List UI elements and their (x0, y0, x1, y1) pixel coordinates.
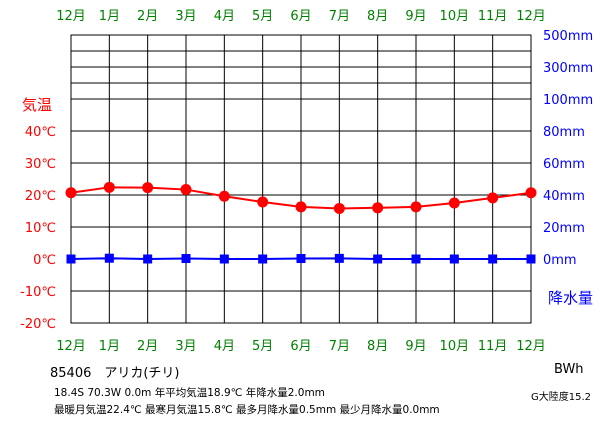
precipitation-point (411, 254, 421, 264)
temperature-tick-label: -20℃ (20, 317, 56, 332)
month-label-bottom: 11月 (478, 339, 508, 354)
precipitation-tick-label: 0mm (543, 253, 577, 268)
temperature-axis: 気温 40℃ 30℃ 20℃ 10℃ 0℃ -10℃ -20℃ (20, 96, 56, 332)
month-label-bottom: 5月 (252, 339, 273, 354)
month-label-bottom: 12月 (56, 339, 86, 354)
station-summary-line2: 最暖月気温22.4℃ 最寒月気温15.8℃ 最多月降水量0.5mm 最少月降水量… (54, 404, 440, 416)
month-label-top: 8月 (367, 9, 388, 24)
month-label-bottom: 3月 (175, 339, 196, 354)
precipitation-tick-label: 500mm (543, 29, 593, 44)
month-label-top: 6月 (290, 9, 311, 24)
precipitation-point (143, 254, 153, 264)
temperature-tick-label: 10℃ (25, 221, 56, 236)
precipitation-point (334, 253, 344, 263)
temperature-point (525, 187, 537, 199)
precipitation-axis: 500mm 300mm 100mm 80mm 60mm 40mm 20mm 0mm 降水量 (543, 29, 593, 307)
precipitation-point (258, 254, 268, 264)
temperature-tick-label: 40℃ (25, 125, 56, 140)
month-label-bottom: 1月 (99, 339, 120, 354)
temperature-axis-title: 気温 (22, 96, 52, 114)
temperature-point (103, 181, 115, 193)
precipitation-axis-title: 降水量 (548, 289, 593, 307)
month-label-top: 5月 (252, 9, 273, 24)
precipitation-point (526, 254, 536, 264)
month-label-bottom: 8月 (367, 339, 388, 354)
precipitation-tick-label: 60mm (543, 157, 585, 172)
month-label-bottom: 2月 (137, 339, 158, 354)
station-name: 85406 アリカ(チリ) (50, 366, 180, 381)
precipitation-series (66, 253, 536, 264)
month-label-top: 2月 (137, 9, 158, 24)
month-label-top: 7月 (329, 9, 350, 24)
precipitation-point (488, 254, 498, 264)
month-label-bottom: 9月 (405, 339, 426, 354)
temperature-point (410, 201, 422, 213)
precipitation-point (296, 254, 306, 264)
month-labels-top: 12月 1月 2月 3月 4月 5月 6月 7月 8月 9月 10月 11月 12月 (56, 9, 546, 24)
precipitation-point (66, 254, 76, 264)
temperature-tick-label: 20℃ (25, 189, 56, 204)
month-labels-bottom: 12月 1月 2月 3月 4月 5月 6月 7月 8月 9月 10月 11月 12月 (56, 339, 546, 354)
temperature-point (218, 190, 230, 202)
continentality-index: G大陸度15.2 (531, 392, 592, 403)
precipitation-point (449, 254, 459, 264)
temperature-tick-label: 30℃ (25, 157, 56, 172)
month-label-bottom: 7月 (329, 339, 350, 354)
month-label-top: 1月 (99, 9, 120, 24)
station-summary-line1: 18.4S 70.3W 0.0m 年平均気温18.9℃ 年降水量2.0mm (54, 387, 325, 399)
month-label-top: 11月 (478, 9, 508, 24)
month-label-bottom: 6月 (290, 339, 311, 354)
month-label-bottom: 12月 (516, 339, 546, 354)
month-label-top: 12月 (516, 9, 546, 24)
temperature-point (180, 184, 192, 196)
temperature-series (65, 181, 537, 214)
month-label-top: 4月 (214, 9, 235, 24)
month-label-top: 9月 (405, 9, 426, 24)
temperature-point (448, 197, 460, 209)
precipitation-point (104, 253, 114, 263)
plot-grid (70, 34, 532, 324)
precipitation-point (219, 254, 229, 264)
temperature-point (295, 201, 307, 213)
precipitation-tick-label: 80mm (543, 125, 585, 140)
precipitation-point (373, 254, 383, 264)
precipitation-tick-label: 300mm (543, 61, 593, 76)
precipitation-tick-label: 40mm (543, 189, 585, 204)
month-label-top: 3月 (175, 9, 196, 24)
temperature-tick-label: -10℃ (20, 285, 56, 300)
temperature-point (65, 187, 77, 199)
temperature-point (372, 202, 384, 214)
temperature-point (257, 196, 269, 208)
temperature-point (333, 202, 345, 214)
month-label-top: 10月 (440, 9, 470, 24)
precipitation-tick-label: 20mm (543, 221, 585, 236)
month-label-bottom: 4月 (214, 339, 235, 354)
precipitation-tick-label: 100mm (543, 93, 593, 108)
month-label-bottom: 10月 (440, 339, 470, 354)
temperature-point (487, 192, 499, 204)
climate-code: BWh (554, 362, 584, 377)
precipitation-point (181, 254, 191, 264)
temperature-tick-label: 0℃ (33, 253, 56, 268)
temperature-point (142, 182, 154, 194)
month-label-top: 12月 (56, 9, 86, 24)
